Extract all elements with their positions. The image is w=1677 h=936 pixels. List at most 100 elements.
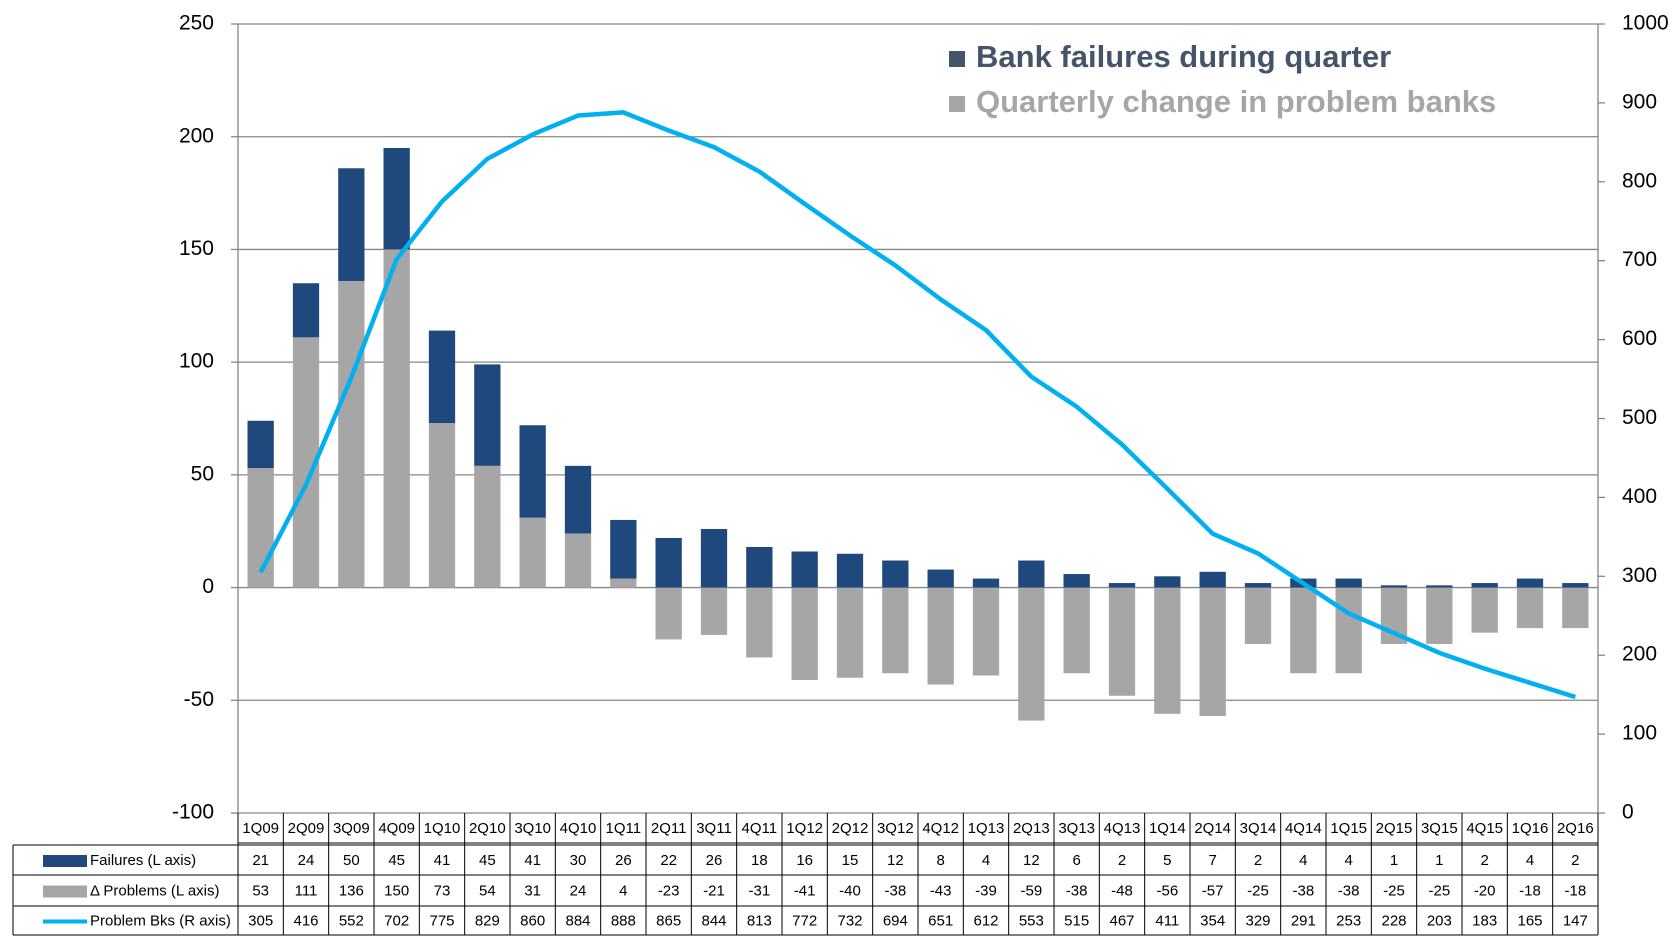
table-value: 50 bbox=[343, 852, 360, 869]
table-value: 2 bbox=[1254, 852, 1262, 869]
table-value: 228 bbox=[1381, 912, 1406, 929]
bar bbox=[746, 546, 773, 588]
table-value: 12 bbox=[887, 852, 904, 869]
table-value: -25 bbox=[1383, 882, 1405, 899]
table-value: -21 bbox=[703, 882, 725, 899]
table-value: 829 bbox=[475, 912, 500, 929]
x-tick-label: 2Q11 bbox=[651, 820, 687, 837]
x-tick-label: 2Q13 bbox=[1013, 820, 1050, 837]
bar bbox=[383, 147, 410, 250]
table-value: 30 bbox=[570, 852, 587, 869]
bar bbox=[1471, 587, 1498, 633]
table-value: 21 bbox=[252, 852, 269, 869]
table-value: 1 bbox=[1390, 852, 1398, 869]
table-value: 41 bbox=[524, 852, 541, 869]
bar bbox=[655, 587, 682, 640]
legend-label: Δ Problems (L axis) bbox=[90, 882, 220, 899]
table-value: 41 bbox=[434, 852, 451, 869]
table-value: -25 bbox=[1247, 882, 1269, 899]
table-value: 7 bbox=[1208, 852, 1216, 869]
y2-tick-label: 600 bbox=[1622, 327, 1657, 350]
y-tick-label: -100 bbox=[172, 801, 214, 824]
table-value: 147 bbox=[1563, 912, 1588, 929]
table-value: 183 bbox=[1472, 912, 1497, 929]
table-value: -56 bbox=[1156, 882, 1178, 899]
table-value: 2 bbox=[1480, 852, 1488, 869]
y-tick-label: 50 bbox=[191, 462, 214, 485]
bar bbox=[1380, 585, 1408, 588]
table-value: 4 bbox=[1526, 852, 1534, 869]
table-value: 844 bbox=[701, 912, 726, 929]
x-tick-label: 1Q13 bbox=[968, 820, 1005, 837]
bar bbox=[610, 519, 637, 579]
bar bbox=[564, 533, 592, 588]
bar bbox=[836, 587, 864, 678]
legend-label: Quarterly change in problem banks bbox=[976, 84, 1496, 119]
table-value: 16 bbox=[796, 852, 813, 869]
table-value: 4 bbox=[1344, 852, 1352, 869]
x-tick-label: 4Q15 bbox=[1466, 820, 1503, 837]
bar bbox=[1426, 585, 1453, 588]
x-tick-label: 2Q14 bbox=[1194, 820, 1231, 837]
table-value: 772 bbox=[792, 912, 817, 929]
table-value: 1 bbox=[1435, 852, 1443, 869]
bar bbox=[1516, 578, 1544, 588]
table-value: -48 bbox=[1111, 882, 1133, 899]
table-value: 12 bbox=[1023, 852, 1040, 869]
table-value: 26 bbox=[706, 852, 723, 869]
table-value: 203 bbox=[1427, 912, 1452, 929]
table-value: 136 bbox=[339, 882, 364, 899]
table-value: 6 bbox=[1072, 852, 1080, 869]
table-value: 24 bbox=[570, 882, 587, 899]
table-value: -25 bbox=[1428, 882, 1450, 899]
table-value: 18 bbox=[751, 852, 768, 869]
table-value: -38 bbox=[884, 882, 906, 899]
y-tick-label: 150 bbox=[179, 237, 214, 260]
bar bbox=[1199, 587, 1226, 717]
bar bbox=[1199, 571, 1226, 588]
bar bbox=[927, 569, 954, 588]
x-tick-label: 2Q15 bbox=[1376, 820, 1413, 837]
bar bbox=[700, 528, 728, 588]
table-value: -41 bbox=[794, 882, 816, 899]
bar bbox=[791, 551, 818, 588]
table-value: 26 bbox=[615, 852, 632, 869]
x-tick-label: 3Q15 bbox=[1421, 820, 1458, 837]
x-tick-label: 4Q11 bbox=[742, 820, 778, 837]
table-value: 31 bbox=[524, 882, 541, 899]
bar bbox=[1108, 587, 1136, 696]
table-value: -39 bbox=[975, 882, 997, 899]
table-value: 111 bbox=[295, 882, 318, 899]
x-tick-label: 1Q11 bbox=[606, 820, 642, 837]
table-value: 860 bbox=[520, 912, 545, 929]
table-value: -38 bbox=[1066, 882, 1088, 899]
legend-label: Problem Bks (R axis) bbox=[90, 912, 231, 929]
bar bbox=[519, 517, 546, 588]
y2-tick-label: 0 bbox=[1622, 801, 1634, 824]
x-tick-label: 3Q13 bbox=[1058, 820, 1095, 837]
legend-swatch bbox=[949, 51, 965, 67]
table-value: 2 bbox=[1571, 852, 1579, 869]
bar bbox=[1516, 587, 1544, 629]
bar bbox=[1562, 587, 1589, 629]
table-value: 253 bbox=[1336, 912, 1361, 929]
table-value: 552 bbox=[339, 912, 364, 929]
bar bbox=[1018, 560, 1045, 588]
bar bbox=[972, 578, 1000, 588]
table-value: 150 bbox=[384, 882, 409, 899]
legend-key bbox=[43, 885, 87, 898]
table-value: 54 bbox=[479, 882, 496, 899]
y-tick-label: -50 bbox=[184, 688, 214, 711]
table-value: 884 bbox=[565, 912, 590, 929]
table-value: -38 bbox=[1292, 882, 1314, 899]
bar bbox=[1471, 583, 1498, 588]
table-value: 732 bbox=[837, 912, 862, 929]
bar bbox=[1154, 587, 1181, 714]
bar bbox=[383, 249, 410, 588]
y2-tick-label: 500 bbox=[1622, 406, 1657, 429]
y-tick-label: 100 bbox=[179, 350, 214, 373]
bar bbox=[1426, 587, 1453, 644]
legend-swatch bbox=[949, 96, 965, 112]
table-value: 4 bbox=[619, 882, 627, 899]
table-value: 411 bbox=[1155, 912, 1179, 929]
